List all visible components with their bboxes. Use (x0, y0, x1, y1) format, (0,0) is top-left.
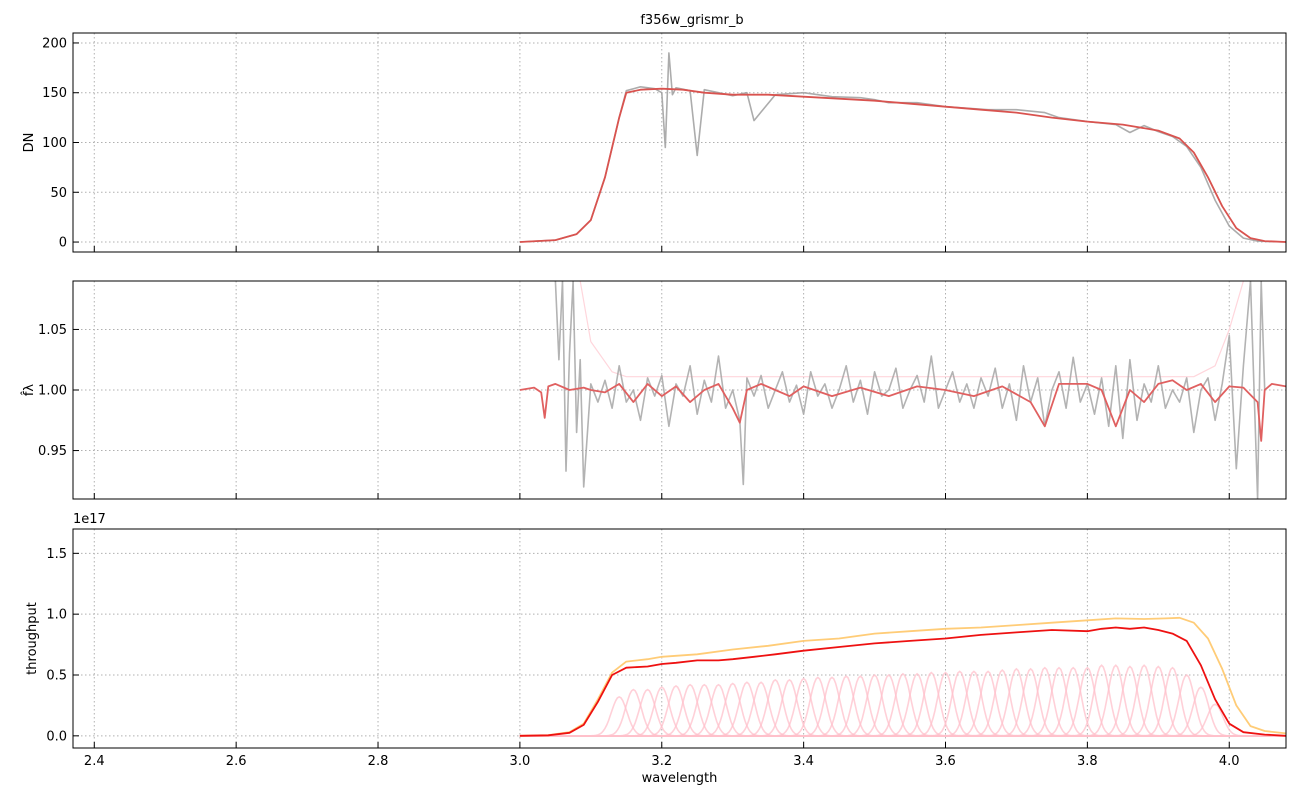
series-line-envelope (579, 281, 1244, 378)
series-line-model (519, 87, 1286, 243)
y-axis-label: f̂λ (22, 384, 37, 397)
y-tick-label: 0 (59, 236, 67, 251)
plot-area (519, 616, 1286, 737)
x-tick-label: 3.6 (935, 754, 956, 769)
panel-throughput: 2.4 2.6 2.8 3.0 3.2 3.4 3.6 3.8 4.0 0.0 0.5 1.0 1.5 t… (25, 512, 1287, 786)
x-tick-label: 3.2 (651, 754, 672, 769)
x-axis-label: wavelength (642, 771, 718, 786)
y-tick-label: 1.05 (38, 323, 67, 338)
series-line-model (519, 379, 1286, 442)
x-tick-label: 3.4 (793, 754, 814, 769)
y-tick-label: 0.5 (46, 669, 67, 684)
x-tick-label: 4.0 (1219, 754, 1240, 769)
y-axis-label: throughput (25, 602, 40, 675)
series-line-mean (519, 626, 1286, 737)
y-tick-label: 50 (50, 186, 67, 201)
y-tick-label: 1.5 (46, 547, 67, 562)
x-tick-label: 2.4 (84, 754, 105, 769)
x-tick-label: 2.8 (368, 754, 389, 769)
y-tick-label: 200 (42, 36, 67, 51)
y-tick-label: 1.00 (38, 384, 67, 399)
axes-frame (72, 32, 1287, 253)
x-tick-label: 3.0 (510, 754, 531, 769)
y-axis-label: DN (22, 133, 37, 153)
y-tick-label: 1.0 (46, 608, 67, 623)
x-tick-label: 2.6 (226, 754, 247, 769)
plot-area (519, 281, 1286, 499)
component-curve (519, 673, 1286, 737)
y-tick-label: 0.95 (38, 444, 67, 459)
y-tick-label: 0.0 (46, 729, 67, 744)
series-line-data (554, 281, 1266, 499)
series-line-data (519, 52, 1286, 243)
panel-normalized: 0.95 1.00 1.05 f̂λ (22, 280, 1287, 500)
panel-flux: 0 50 100 150 200 DN (22, 32, 1287, 253)
y-tick-label: 100 (42, 136, 67, 151)
figure-title: f356w_grismr_b (640, 13, 743, 28)
x-tick-label: 3.8 (1077, 754, 1098, 769)
series-line-total (519, 616, 1286, 737)
component-curve (519, 703, 1286, 737)
y-tick-label: 150 (42, 86, 67, 101)
axes-frame (72, 528, 1287, 749)
plot-area (519, 52, 1286, 243)
axis-offset-text: 1e17 (73, 512, 106, 527)
